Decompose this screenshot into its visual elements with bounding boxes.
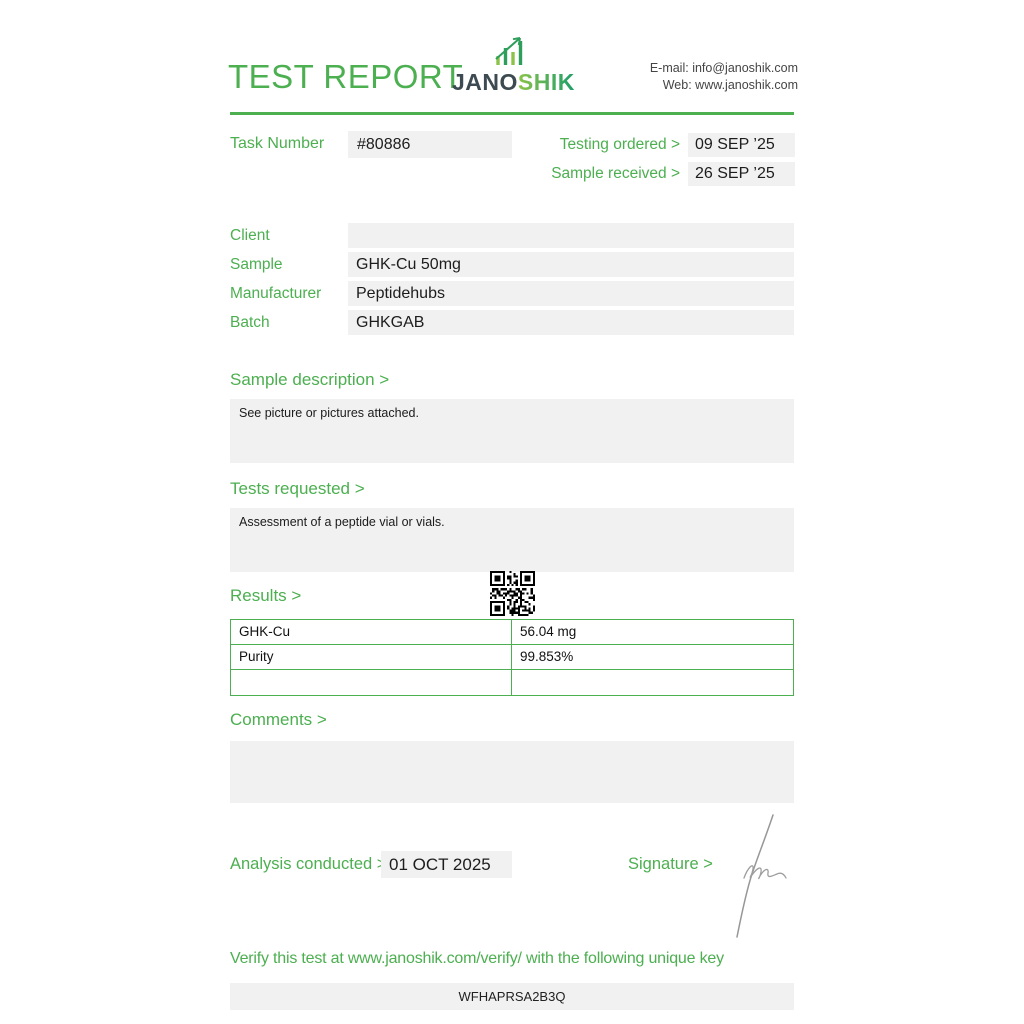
analysis-conducted-label: Analysis conducted > — [230, 855, 387, 873]
result-row-purity: Purity — [231, 645, 512, 670]
sample-value: GHK-Cu 50mg — [348, 252, 794, 277]
logo-text-jano: JANO — [452, 69, 518, 95]
manufacturer-value: Peptidehubs — [348, 281, 794, 306]
task-number-value: #80886 — [348, 131, 512, 158]
testing-ordered-label: Testing ordered > — [559, 136, 680, 153]
signature-label: Signature > — [628, 855, 713, 873]
web-value: www.janoshik.com — [695, 78, 798, 92]
analysis-conducted-date: 01 OCT 2025 — [381, 851, 512, 878]
web-label: Web: — [662, 78, 692, 92]
handwritten-signature — [736, 814, 787, 938]
manufacturer-label: Manufacturer — [230, 285, 322, 302]
verify-instruction: Verify this test at www.janoshik.com/ver… — [230, 950, 724, 967]
batch-label: Batch — [230, 314, 270, 331]
email-value: info@janoshik.com — [692, 61, 798, 75]
logo-text-shik: SHIK — [517, 69, 575, 95]
qr-code — [490, 571, 535, 616]
bar-chart-growth-icon — [495, 37, 523, 65]
tests-requested-box: Assessment of a peptide vial or vials. — [230, 508, 794, 572]
result-row-purity-value: 99.853% — [512, 645, 793, 670]
sample-received-value: 26 SEP ’25 — [688, 162, 795, 186]
results-heading: Results > — [230, 586, 302, 605]
client-label: Client — [230, 227, 270, 244]
sample-description-box: See picture or pictures attached. — [230, 399, 794, 463]
janoshik-logo: JANOSHIK — [452, 34, 575, 96]
logo-wordmark: JANOSHIK — [452, 69, 575, 96]
email-label: E-mail: — [649, 61, 689, 75]
task-number-label: Task Number — [230, 135, 325, 152]
comments-heading: Comments > — [230, 710, 327, 729]
page-title: TEST REPORT — [228, 58, 464, 95]
comments-box — [230, 741, 794, 803]
header-divider — [230, 112, 794, 115]
batch-value: GHKGAB — [348, 310, 794, 335]
sample-label: Sample — [230, 256, 283, 273]
client-value — [348, 223, 794, 248]
contact-info: E-mail: info@janoshik.com Web: www.janos… — [650, 60, 798, 94]
result-row-empty — [231, 670, 512, 695]
contact-email-line: E-mail: info@janoshik.com — [650, 60, 798, 77]
sample-description-heading: Sample description > — [230, 370, 390, 389]
sample-received-label: Sample received > — [551, 165, 680, 182]
result-row-analyte-value: 56.04 mg — [512, 620, 793, 645]
testing-ordered-value: 09 SEP ’25 — [688, 133, 795, 157]
result-row-analyte: GHK-Cu — [231, 620, 512, 645]
unique-key-value: WFHAPRSA2B3Q — [230, 983, 794, 1010]
result-row-empty-value — [512, 670, 793, 695]
tests-requested-heading: Tests requested > — [230, 479, 365, 498]
results-table: GHK-Cu 56.04 mg Purity 99.853% — [230, 619, 794, 696]
contact-web-line: Web: www.janoshik.com — [650, 77, 798, 94]
